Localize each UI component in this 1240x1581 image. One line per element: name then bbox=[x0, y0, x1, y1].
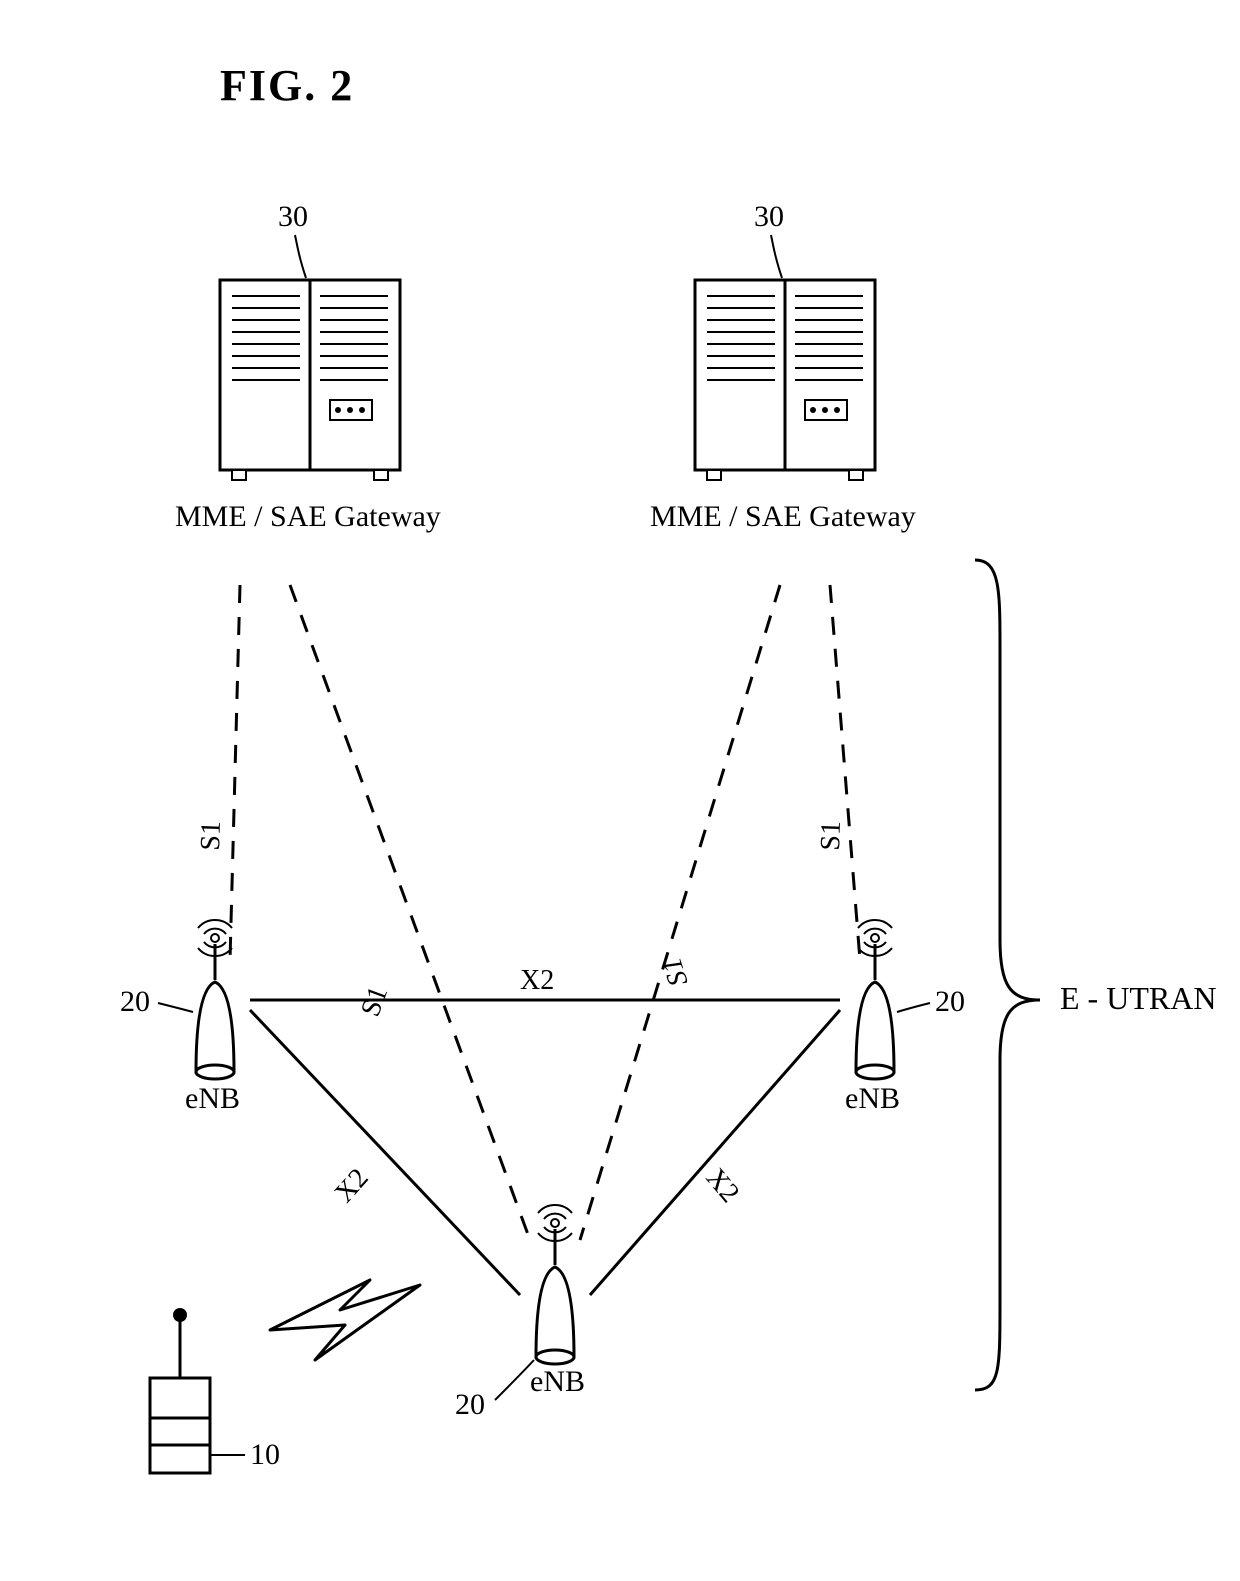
link-label-s1: S1 bbox=[195, 820, 228, 851]
gateway-label: MME / SAE Gateway bbox=[175, 500, 441, 534]
ref-number: 20 bbox=[455, 1388, 485, 1422]
ref-number: 30 bbox=[278, 200, 308, 234]
diagram-svg bbox=[0, 0, 1240, 1581]
enb-label: eNB bbox=[530, 1365, 585, 1399]
link-label-s1: S1 bbox=[815, 820, 848, 851]
s1-link bbox=[830, 585, 860, 960]
ue-device bbox=[150, 1308, 245, 1473]
region-brace bbox=[975, 560, 1040, 1390]
x2-link bbox=[590, 1010, 840, 1295]
ref-number: 20 bbox=[935, 985, 965, 1019]
ref-number: 30 bbox=[754, 200, 784, 234]
s1-link bbox=[580, 585, 780, 1240]
x2-link bbox=[250, 1010, 520, 1295]
ref-number: 20 bbox=[120, 985, 150, 1019]
region-label: E - UTRAN bbox=[1060, 980, 1216, 1017]
ref-number: 10 bbox=[250, 1438, 280, 1472]
s1-link bbox=[230, 585, 240, 960]
gateway-right bbox=[695, 235, 875, 480]
s1-link bbox=[290, 585, 530, 1240]
wireless-bolt-icon bbox=[270, 1280, 420, 1360]
enb-label: eNB bbox=[185, 1082, 240, 1116]
enb-label: eNB bbox=[845, 1082, 900, 1116]
link-label-x2: X2 bbox=[520, 965, 554, 997]
enb-left bbox=[158, 920, 234, 1079]
enb-right bbox=[856, 920, 930, 1079]
figure-canvas: FIG. 2 bbox=[0, 0, 1240, 1581]
gateway-left bbox=[220, 235, 400, 480]
gateway-label: MME / SAE Gateway bbox=[650, 500, 916, 534]
